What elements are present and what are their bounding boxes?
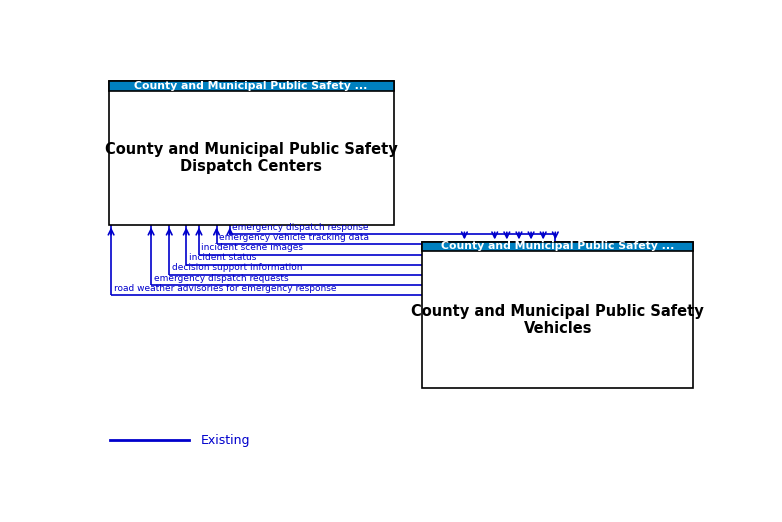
Text: County and Municipal Public Safety ...: County and Municipal Public Safety ... (441, 242, 674, 252)
Text: County and Municipal Public Safety ...: County and Municipal Public Safety ... (135, 80, 368, 91)
Text: emergency dispatch response: emergency dispatch response (232, 223, 369, 232)
Text: County and Municipal Public Safety
Vehicles: County and Municipal Public Safety Vehic… (411, 304, 704, 336)
Bar (109, 81, 393, 90)
Bar (109, 81, 393, 226)
Text: Existing: Existing (201, 434, 250, 447)
Bar (422, 242, 694, 252)
Text: emergency vehicle tracking data: emergency vehicle tracking data (219, 233, 369, 242)
Text: incident status: incident status (188, 253, 256, 263)
Text: road weather advisories for emergency response: road weather advisories for emergency re… (113, 283, 336, 292)
Text: decision support information: decision support information (172, 264, 302, 272)
Text: incident scene images: incident scene images (202, 243, 303, 252)
Text: emergency dispatch requests: emergency dispatch requests (153, 274, 288, 282)
Bar (422, 242, 694, 388)
Text: County and Municipal Public Safety
Dispatch Centers: County and Municipal Public Safety Dispa… (105, 142, 397, 174)
